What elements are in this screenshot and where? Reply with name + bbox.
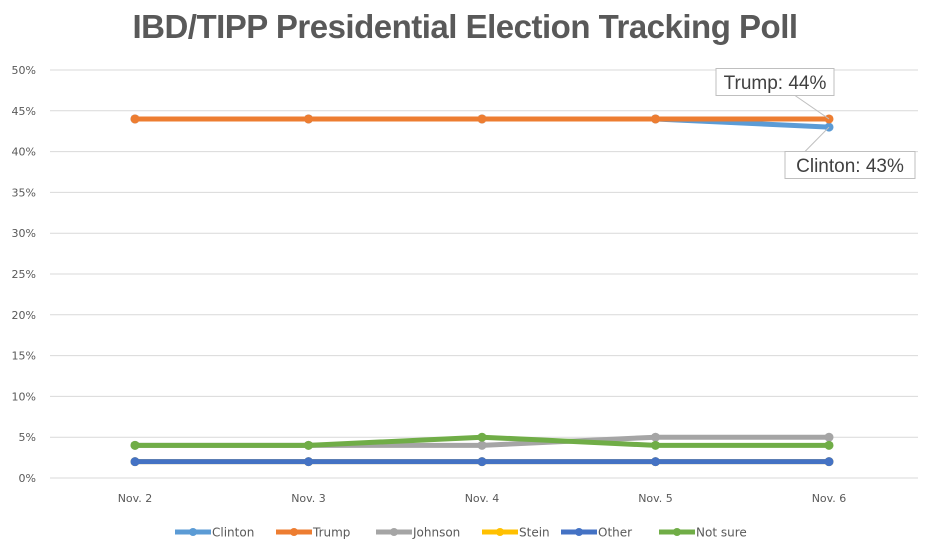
series-lines bbox=[130, 114, 834, 467]
chart-title: IBD/TIPP Presidential Election Tracking … bbox=[132, 8, 798, 45]
y-tick-label: 15% bbox=[12, 350, 36, 363]
y-tick-label: 35% bbox=[12, 186, 36, 199]
callout-leader-line bbox=[794, 95, 830, 120]
callout-clinton: Clinton: 43% bbox=[784, 126, 916, 179]
y-tick-label: 45% bbox=[12, 105, 36, 118]
data-point bbox=[651, 440, 660, 450]
legend-label: Clinton bbox=[212, 526, 254, 540]
data-point bbox=[651, 432, 660, 442]
legend-item-trump: Trump bbox=[276, 526, 350, 540]
x-tick-label: Nov. 4 bbox=[465, 492, 500, 505]
data-point bbox=[130, 114, 140, 124]
legend-marker bbox=[673, 528, 681, 536]
legend-label: Not sure bbox=[696, 526, 747, 540]
legend-item-johnson: Johnson bbox=[376, 526, 460, 540]
legend-item-other: Other bbox=[561, 526, 632, 540]
data-point bbox=[477, 432, 487, 442]
legend-marker bbox=[390, 528, 398, 536]
legend-item-stein: Stein bbox=[482, 526, 550, 540]
y-tick-label: 20% bbox=[12, 309, 36, 322]
legend: Clinton Trump Johnson Stein Other Not sure bbox=[175, 526, 747, 540]
legend-marker bbox=[290, 528, 298, 536]
x-tick-label: Nov. 5 bbox=[638, 492, 673, 505]
legend-label: Other bbox=[598, 526, 632, 540]
data-point bbox=[304, 457, 313, 467]
callout-label: Trump: 44% bbox=[724, 73, 827, 94]
data-point bbox=[304, 114, 313, 124]
x-axis-tick-labels: Nov. 2 Nov. 3 Nov. 4 Nov. 5 Nov. 6 bbox=[118, 492, 847, 505]
y-tick-label: 30% bbox=[12, 227, 36, 240]
x-tick-label: Nov. 3 bbox=[291, 492, 326, 505]
series-other bbox=[130, 457, 834, 467]
y-tick-label: 25% bbox=[12, 268, 36, 281]
y-tick-label: 50% bbox=[12, 64, 36, 77]
data-point bbox=[824, 440, 834, 450]
legend-marker bbox=[575, 528, 583, 536]
data-point bbox=[304, 440, 313, 450]
gridlines bbox=[50, 69, 918, 479]
legend-marker bbox=[189, 528, 197, 536]
legend-item-not-sure: Not sure bbox=[659, 526, 747, 540]
callout-trump: Trump: 44% bbox=[715, 68, 835, 120]
data-point bbox=[651, 457, 660, 467]
legend-item-clinton: Clinton bbox=[175, 526, 254, 540]
series-trump bbox=[130, 114, 834, 124]
legend-label: Stein bbox=[519, 526, 550, 540]
y-tick-label: 5% bbox=[19, 431, 36, 444]
y-tick-label: 40% bbox=[12, 146, 36, 159]
legend-label: Trump bbox=[312, 526, 350, 540]
x-tick-label: Nov. 6 bbox=[812, 492, 847, 505]
data-point bbox=[130, 457, 140, 467]
data-point bbox=[130, 440, 140, 450]
data-point bbox=[824, 432, 834, 442]
data-point bbox=[824, 457, 834, 467]
callout-leader-line bbox=[804, 126, 830, 152]
y-axis-tick-labels: 0% 5% 10% 15% 20% 25% 30% 35% 40% 45% 50% bbox=[12, 64, 36, 485]
legend-marker bbox=[496, 528, 504, 536]
data-point bbox=[477, 440, 487, 450]
callout-box bbox=[715, 68, 835, 96]
callout-label: Clinton: 43% bbox=[796, 156, 904, 177]
x-tick-label: Nov. 2 bbox=[118, 492, 153, 505]
series-not-sure bbox=[130, 432, 834, 450]
data-callouts: Trump: 44% Clinton: 43% bbox=[715, 68, 916, 179]
callout-box bbox=[784, 151, 916, 179]
y-tick-label: 10% bbox=[12, 390, 36, 403]
data-point bbox=[477, 457, 487, 467]
data-point bbox=[477, 114, 487, 124]
legend-label: Johnson bbox=[412, 526, 460, 540]
data-point bbox=[651, 114, 660, 124]
y-tick-label: 0% bbox=[19, 472, 36, 485]
